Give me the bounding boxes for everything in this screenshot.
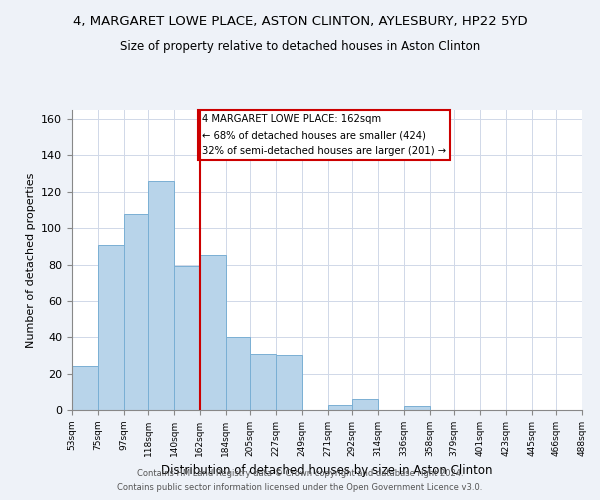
Text: Contains public sector information licensed under the Open Government Licence v3: Contains public sector information licen… [118,484,482,492]
Bar [276,356,302,410]
Bar [226,338,250,410]
Text: 4 MARGARET LOWE PLACE: 162sqm
← 68% of detached houses are smaller (424)
32% of : 4 MARGARET LOWE PLACE: 162sqm ← 68% of d… [202,114,446,156]
Bar [72,366,98,410]
Text: Size of property relative to detached houses in Aston Clinton: Size of property relative to detached ho… [120,40,480,53]
Bar [352,399,378,410]
Bar [250,354,276,410]
Bar [98,244,124,410]
Y-axis label: Number of detached properties: Number of detached properties [26,172,35,348]
Text: 4, MARGARET LOWE PLACE, ASTON CLINTON, AYLESBURY, HP22 5YD: 4, MARGARET LOWE PLACE, ASTON CLINTON, A… [73,15,527,28]
Bar [404,406,430,410]
Bar [124,214,148,410]
Bar [174,266,200,410]
Bar [328,404,352,410]
X-axis label: Distribution of detached houses by size in Aston Clinton: Distribution of detached houses by size … [161,464,493,477]
Bar [200,256,226,410]
Bar [148,181,174,410]
Text: Contains HM Land Registry data © Crown copyright and database right 2024.: Contains HM Land Registry data © Crown c… [137,468,463,477]
